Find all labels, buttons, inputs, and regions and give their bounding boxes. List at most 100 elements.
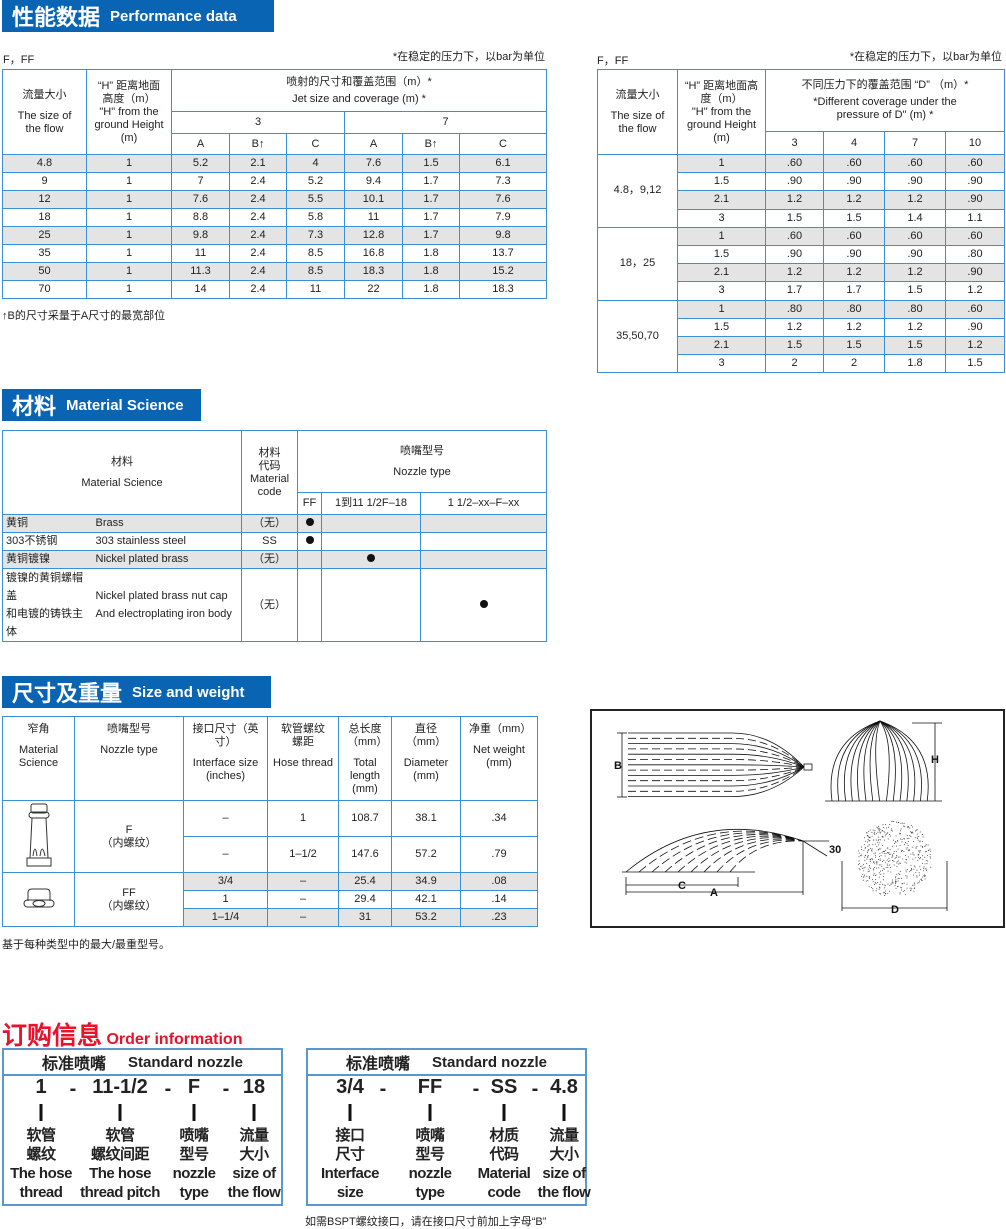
table-cell: 8.5	[287, 245, 345, 263]
material-zh: 303不锈钢	[3, 533, 93, 551]
material-en: Nickel plated brass	[93, 551, 242, 569]
table-row: 35,50,70 1.80.80.80.60	[598, 300, 1005, 318]
table-cell: 1	[678, 300, 766, 318]
header-flow: 流量大小 The size of the flow	[3, 70, 87, 155]
label-line: thread pitch	[80, 1183, 160, 1202]
nozzle-compat-cell	[298, 533, 322, 551]
table-row: F （内螺纹） –1 108.7 38.1.34	[3, 801, 538, 837]
material-zh: 黄铜镀镍	[3, 551, 93, 569]
table-cell: 12.8	[345, 227, 403, 245]
label-line: thread	[10, 1183, 72, 1202]
table-cell: 1.7	[403, 227, 460, 245]
bullet-dot-icon	[480, 600, 488, 608]
connector-bar	[429, 1104, 432, 1121]
header-zh: 接口尺寸（英寸）	[184, 723, 267, 749]
table-cell: –	[268, 909, 339, 927]
nozzle-image-cell	[3, 801, 75, 873]
table-cell: 9.4	[345, 173, 403, 191]
nozzle-type: F	[75, 824, 183, 837]
banner-title-zh: 性能数据	[12, 0, 100, 32]
header-zh: 软管螺纹螺距	[268, 723, 338, 749]
table-cell: .60	[766, 155, 824, 173]
table-cell: 108.7	[339, 801, 392, 837]
footnote-b: ↑B的尺寸采量于A尺寸的最宽部位	[2, 307, 165, 323]
table-cell: .90	[946, 318, 1005, 336]
table-cell: 9.8	[172, 227, 230, 245]
header-en: Diameter (mm)	[392, 757, 460, 783]
table-cell: 7.6	[172, 191, 230, 209]
header-dimension: C	[287, 134, 345, 155]
order-footnote: 如需BSPT螺纹接口，请在接口尺寸前加上字母“B”	[305, 1213, 546, 1229]
table-cell: 1.8	[403, 263, 460, 281]
performance-banner: 性能数据 Performance data	[2, 0, 274, 32]
order-box-standard-f: 标准喷嘴 Standard nozzle 1 软管 螺纹 The hose thread 11…	[2, 1048, 283, 1206]
label-line: the flow	[538, 1183, 591, 1202]
table-cell: 9.8	[460, 227, 547, 245]
table-cell: 1.7	[824, 282, 885, 300]
connector-bar	[119, 1104, 122, 1121]
table-cell: 1.5	[946, 355, 1005, 373]
text-line: And electroplating iron body	[96, 605, 242, 623]
header-zh: 标准喷嘴	[346, 1050, 410, 1074]
order-part-label: 喷嘴 型号 nozzle type	[409, 1126, 452, 1202]
material-table: 材料 Material Science 材料代码 Material code 喷嘴型…	[2, 430, 547, 642]
label-line: 型号	[173, 1145, 216, 1164]
table-cell: 7.9	[460, 209, 547, 227]
table-cell: 38.1	[392, 801, 461, 837]
table-cell: 8.8	[172, 209, 230, 227]
label-line: size of	[538, 1164, 591, 1183]
table-cell: 1.2	[946, 282, 1005, 300]
table-cell: 1.8	[403, 281, 460, 299]
label-b: B	[614, 760, 622, 772]
table-cell: 1.8	[885, 355, 946, 373]
label-line: The hose	[80, 1164, 160, 1183]
banner-title-zh: 尺寸及重量	[12, 676, 122, 708]
jet-size-table: 流量大小 The size of the flow “H” 距离地面高度（m） "H…	[2, 69, 547, 299]
f-nozzle-icon	[24, 859, 54, 871]
header-pressure: 3	[172, 112, 345, 134]
table-cell: 3	[678, 282, 766, 300]
unit-note: *在稳定的压力下，以bar为单位	[850, 48, 1002, 64]
order-part-label: 材质 代码 Material code	[478, 1126, 531, 1202]
flow-group-cell: 35,50,70	[598, 300, 678, 373]
header-code: 材料代码 Material code	[242, 431, 298, 515]
table-cell: 10.1	[345, 191, 403, 209]
order-part-label: 流量 大小 size of the flow	[538, 1126, 591, 1202]
table-cell: 1.8	[403, 245, 460, 263]
table-cell: .60	[824, 227, 885, 245]
order-code-part: 4.8	[550, 1076, 578, 1099]
footnote-size: 基于每种类型中的最大/最重型号。	[2, 936, 170, 952]
label-line: size of	[228, 1164, 281, 1183]
table-cell: 11.3	[172, 263, 230, 281]
table-cell: 1.5	[885, 282, 946, 300]
table-cell: 2.1	[230, 155, 287, 173]
order-box-header: 标准喷嘴 Standard nozzle	[4, 1050, 281, 1076]
table-cell: 2.1	[678, 191, 766, 209]
header-jet: 喷射的尺寸和覆盖范围（m）* Jet size and coverage (m) …	[172, 70, 547, 112]
table-cell: 9	[3, 173, 87, 191]
table-cell: 11	[345, 209, 403, 227]
nozzle-compat-cell	[298, 569, 322, 642]
label-line: 软管	[10, 1126, 72, 1145]
table-row: 镀镍的黄铜螺帽盖 和电镀的铸铁主体 Nickel plated brass nut …	[3, 569, 547, 642]
nozzle-compat-cell	[421, 551, 547, 569]
table-cell: 1–1/2	[268, 837, 339, 873]
nozzle-type-sub: （内螺纹）	[75, 837, 183, 850]
order-part-label: 软管 螺纹 The hose thread	[10, 1126, 72, 1202]
header-flow: 流量大小 The size of the flow	[598, 70, 678, 155]
nozzle-compat-cell	[322, 533, 421, 551]
header-dimension: A	[172, 134, 230, 155]
label-line: 软管	[80, 1126, 160, 1145]
table-row: 35 1 11 2.4 8.5 16.8 1.8 13.7	[3, 245, 547, 263]
size-weight-table: 窄角 Material Science 喷嘴型号 Nozzle type 接口尺寸（英寸…	[2, 716, 538, 927]
table-cell: 8.5	[287, 263, 345, 281]
table-cell: 53.2	[392, 909, 461, 927]
nozzle-compat-cell	[421, 533, 547, 551]
label-line: 喷嘴	[173, 1126, 216, 1145]
label-line: type	[409, 1183, 452, 1202]
order-title-en: Order information	[106, 1031, 242, 1048]
table-cell: –	[184, 837, 268, 873]
table-row: 25 1 9.8 2.4 7.3 12.8 1.7 9.8	[3, 227, 547, 245]
nozzle-type-cell: FF （内螺纹）	[75, 873, 184, 927]
header-en: Nozzle type	[75, 744, 183, 757]
